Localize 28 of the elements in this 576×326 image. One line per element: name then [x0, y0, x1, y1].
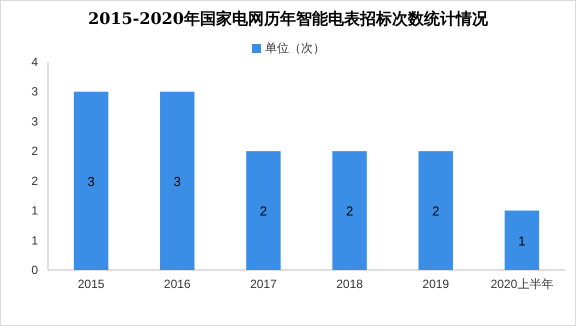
y-tick-label: 0 — [31, 263, 38, 277]
x-tick-label: 2016 — [164, 277, 191, 291]
y-tick-label: 2 — [31, 144, 38, 158]
bar — [332, 151, 367, 270]
data-label: 3 — [174, 174, 181, 189]
bar — [74, 92, 108, 270]
data-label: 2 — [432, 204, 440, 219]
data-label: 1 — [518, 233, 526, 248]
y-tick-label: 3 — [31, 84, 38, 99]
x-tick-label: 2017 — [250, 277, 278, 291]
bar — [504, 210, 540, 270]
y-tick-label: 2 — [31, 174, 38, 188]
y-tick-label: 1 — [31, 233, 38, 248]
data-label: 2 — [260, 204, 268, 219]
data-label: 3 — [87, 174, 95, 189]
x-tick-label: 2019 — [422, 277, 450, 291]
bar — [160, 92, 194, 270]
bar — [418, 151, 453, 270]
x-tick-label: 2020上半年 — [490, 277, 554, 291]
y-tick-label: 1 — [31, 204, 38, 218]
legend-label: 单位（次） — [265, 41, 325, 55]
bar — [246, 151, 281, 270]
y-tick-label: 4 — [31, 55, 38, 69]
x-tick-label: 2015 — [78, 277, 105, 291]
chart-title: 2015-2020年国家电网历年智能电表招标次数统计情况 — [88, 9, 489, 28]
data-label: 2 — [346, 204, 354, 219]
x-tick-label: 2018 — [336, 277, 364, 291]
y-tick-label: 3 — [31, 114, 38, 128]
